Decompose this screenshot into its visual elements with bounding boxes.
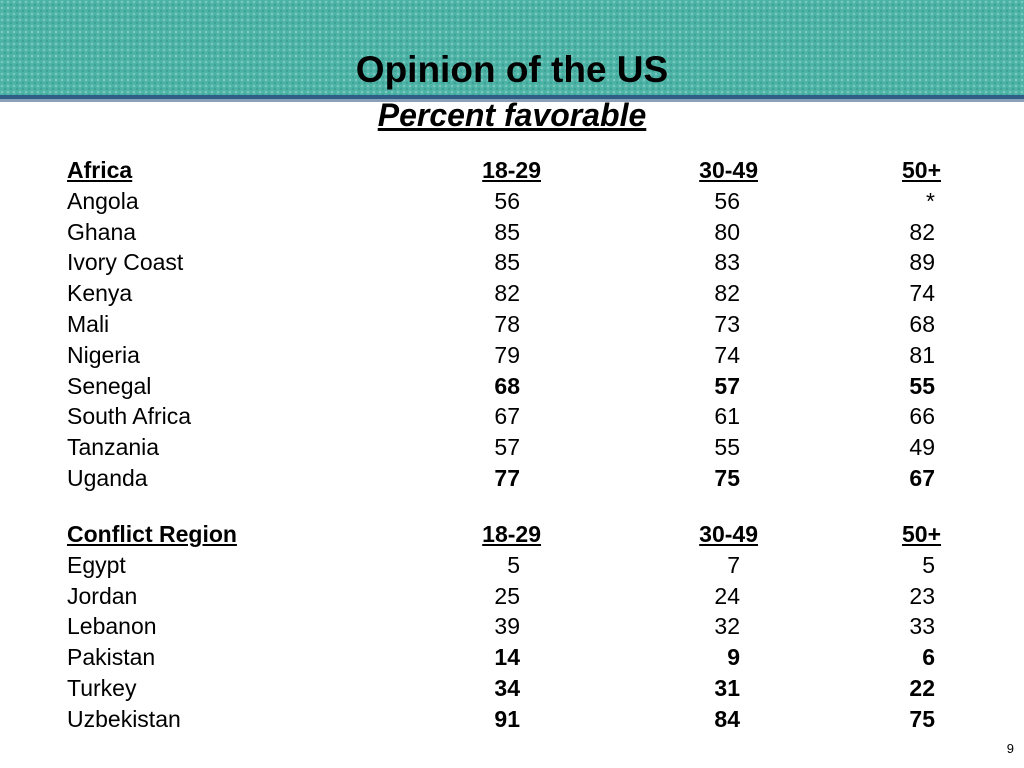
- percent-value: 5: [922, 551, 935, 578]
- percent-value: 91: [494, 705, 520, 732]
- header-divider: [0, 95, 1024, 99]
- table-row: Tanzania 57 55 49: [0, 432, 1024, 463]
- percent-value: 55: [909, 372, 935, 399]
- percent-value: 75: [909, 705, 935, 732]
- percent-value: 78: [494, 311, 520, 337]
- country-name: Lebanon: [67, 613, 157, 640]
- country-name: Senegal: [67, 372, 152, 399]
- percent-value: 80: [714, 218, 740, 245]
- percent-value: 67: [494, 403, 520, 430]
- percent-value: 7: [727, 551, 740, 578]
- country-name: Mali: [67, 311, 110, 337]
- percent-value: 39: [494, 613, 520, 640]
- country-name: Jordan: [67, 582, 138, 609]
- country-name: Turkey: [67, 675, 137, 701]
- percent-value: 79: [494, 341, 520, 368]
- table-row: South Africa 67 61 66: [0, 401, 1024, 432]
- percent-value: 82: [714, 280, 740, 307]
- column-header: 50+: [901, 521, 941, 547]
- percent-value: 57: [494, 434, 520, 461]
- percent-value: 75: [714, 465, 740, 491]
- country-name: Ivory Coast: [67, 249, 184, 276]
- slide-subtitle: Percent favorable: [377, 97, 647, 133]
- percent-value: 56: [714, 187, 740, 214]
- table-row: Senegal 68 57 55: [0, 371, 1024, 402]
- percent-value: 85: [494, 218, 520, 245]
- percent-value: 74: [909, 280, 935, 307]
- table-row: Uzbekistan 91 84 75: [0, 704, 1024, 735]
- section-heading: Africa: [67, 157, 133, 183]
- percent-value: 77: [494, 465, 520, 491]
- percent-value: 25: [494, 582, 520, 609]
- page-number: 9: [1006, 741, 1014, 756]
- column-header: 18-29: [482, 157, 541, 183]
- table-row: Uganda 77 75 67: [0, 463, 1024, 494]
- section-heading: Conflict Region: [67, 521, 237, 547]
- percent-value: 68: [494, 372, 520, 399]
- table-row: Angola 56 56 *: [0, 186, 1024, 217]
- percent-value: 73: [714, 311, 740, 337]
- table-row: Nigeria 79 74 81: [0, 340, 1024, 371]
- percent-value: 74: [714, 341, 740, 368]
- table-header-row: Africa 18-29 30-49 50+: [0, 155, 1024, 186]
- percent-value: 55: [714, 434, 740, 461]
- column-header: 50+: [901, 157, 941, 183]
- percent-value: 85: [494, 249, 520, 276]
- percent-value: 83: [714, 249, 740, 276]
- percent-value: 31: [714, 675, 740, 701]
- country-name: Pakistan: [67, 644, 156, 671]
- percent-value: 14: [494, 644, 520, 671]
- country-name: Ghana: [67, 218, 137, 245]
- percent-value: 49: [909, 434, 935, 461]
- table-row: Pakistan 14 9 6: [0, 642, 1024, 673]
- percent-value: 68: [909, 311, 935, 337]
- percent-value: 57: [714, 372, 740, 399]
- percent-value: 82: [909, 218, 935, 245]
- table-row: Kenya 82 82 74: [0, 278, 1024, 309]
- percent-value: 56: [494, 187, 520, 214]
- table-row: Turkey 34 31 22: [0, 673, 1024, 704]
- column-header: 18-29: [482, 521, 541, 547]
- slide-title: Opinion of the US: [355, 49, 669, 90]
- percent-value: 23: [909, 582, 935, 609]
- percent-value: 89: [909, 249, 935, 276]
- percent-value: 66: [909, 403, 935, 430]
- percent-value: 6: [922, 644, 935, 671]
- country-name: Uzbekistan: [67, 705, 181, 732]
- percent-value: *: [926, 187, 935, 214]
- percent-value: 24: [714, 582, 740, 609]
- percent-value: 9: [727, 644, 740, 671]
- column-header: 30-49: [699, 157, 758, 183]
- country-name: Tanzania: [67, 434, 160, 461]
- country-name: Kenya: [67, 280, 133, 307]
- country-name: Egypt: [67, 551, 126, 578]
- country-name: Nigeria: [67, 341, 140, 368]
- percent-value: 32: [714, 613, 740, 640]
- table-header-row: Conflict Region 18-29 30-49 50+: [0, 519, 1024, 550]
- percent-value: 61: [714, 403, 740, 430]
- percent-value: 5: [507, 551, 520, 578]
- table-row: Ghana 85 80 82: [0, 217, 1024, 248]
- table-row: Jordan 25 24 23: [0, 581, 1024, 612]
- header-band: [0, 0, 1024, 95]
- country-name: South Africa: [67, 403, 192, 430]
- table-row: Egypt 5 7 5: [0, 550, 1024, 581]
- country-name: Angola: [67, 187, 139, 214]
- column-header: 30-49: [699, 521, 758, 547]
- percent-value: 81: [909, 341, 935, 368]
- percent-value: 34: [494, 675, 520, 701]
- table-row: Lebanon 39 32 33: [0, 611, 1024, 642]
- percent-value: 33: [909, 613, 935, 640]
- table-row: Ivory Coast 85 83 89: [0, 247, 1024, 278]
- percent-value: 84: [714, 705, 740, 732]
- table-row: Mali 78 73 68: [0, 309, 1024, 340]
- country-name: Uganda: [67, 465, 148, 491]
- header-divider-shadow: [0, 99, 1024, 102]
- percent-value: 22: [909, 675, 935, 701]
- percent-value: 82: [494, 280, 520, 307]
- percent-value: 67: [909, 465, 935, 491]
